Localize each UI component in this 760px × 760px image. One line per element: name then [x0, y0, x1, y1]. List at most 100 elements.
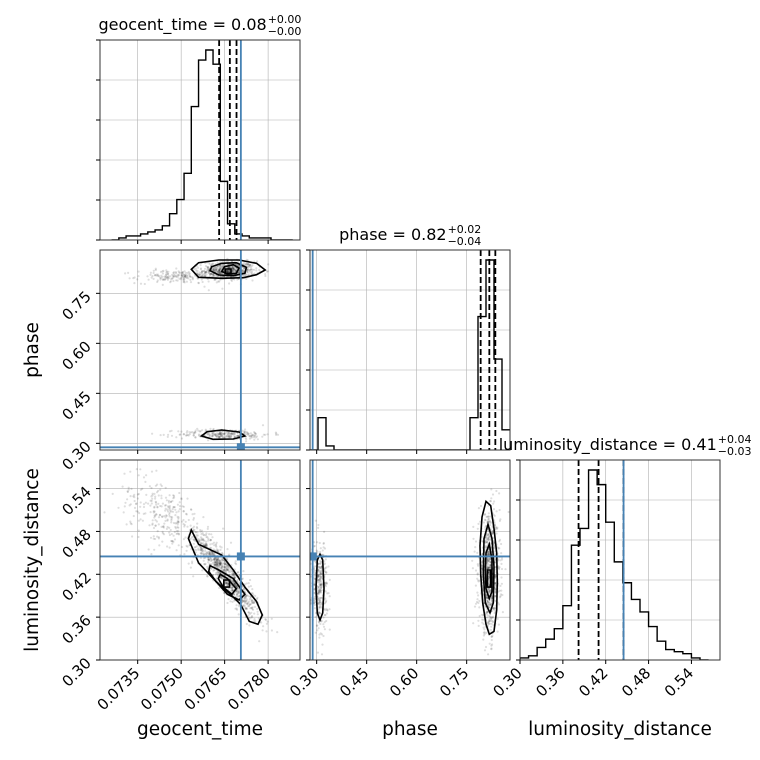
sample-point [216, 571, 219, 574]
sample-point [241, 271, 244, 274]
sample-point [493, 595, 497, 598]
sample-point [319, 622, 322, 626]
sample-point [190, 537, 193, 540]
sample-point [215, 268, 218, 271]
sample-point [147, 502, 150, 505]
sample-point [156, 491, 159, 494]
sample-point [198, 539, 201, 542]
x-tick-label: 0.54 [661, 664, 697, 700]
sample-point [194, 429, 197, 432]
sample-point [487, 603, 490, 606]
sample-point [482, 631, 485, 634]
sample-point [191, 560, 194, 563]
sample-point [204, 428, 207, 431]
sample-point [230, 586, 234, 589]
sample-point [218, 268, 221, 271]
sample-point [486, 597, 489, 600]
sample-point [489, 521, 492, 525]
sample-point [492, 607, 495, 611]
sample-point [319, 579, 322, 582]
sample-point [486, 520, 489, 523]
sample-point [251, 268, 254, 271]
sample-point [172, 273, 175, 276]
sample-point [215, 549, 219, 553]
sample-point [216, 559, 219, 562]
sample-point [488, 619, 491, 622]
sample-point [217, 267, 220, 270]
sample-point [323, 567, 326, 571]
sample-point [486, 621, 489, 624]
sample-point [232, 593, 235, 596]
sample-point [485, 596, 488, 599]
sample-point [178, 508, 181, 511]
sample-point [212, 548, 215, 551]
sample-point [216, 270, 219, 273]
sample-point [231, 589, 234, 592]
sample-point [172, 279, 175, 283]
sample-point [231, 574, 234, 577]
sample-point [166, 545, 169, 548]
sample-point [157, 523, 160, 526]
sample-point [325, 599, 328, 602]
sample-point [220, 566, 223, 569]
sample-point [254, 620, 257, 623]
sample-point [205, 273, 208, 276]
sample-point [487, 558, 490, 561]
sample-point [247, 585, 250, 588]
sample-point [474, 540, 478, 543]
sample-point [233, 573, 236, 576]
sample-point [154, 515, 157, 518]
sample-point [171, 499, 174, 503]
sample-point [202, 557, 205, 560]
sample-point [149, 499, 152, 502]
x-tick-label: 0.36 [532, 664, 568, 700]
sample-point [313, 544, 316, 548]
sample-point [160, 484, 163, 488]
sample-point [485, 595, 488, 598]
sample-point [171, 508, 174, 511]
sample-point [213, 558, 216, 562]
sample-point [489, 615, 492, 618]
sample-point [132, 277, 135, 280]
sample-point [188, 431, 191, 434]
sample-point [490, 603, 493, 606]
sample-point [157, 536, 160, 539]
sample-point [201, 274, 205, 277]
sample-point [185, 512, 188, 516]
sample-point [203, 272, 207, 275]
sample-point [243, 263, 246, 266]
sample-point [196, 522, 199, 525]
sample-point [204, 556, 207, 560]
sample-point [493, 553, 497, 556]
x-axis-label-geocent_time: geocent_time [137, 719, 263, 740]
sample-point [220, 430, 223, 433]
sample-point [237, 435, 240, 438]
sample-point [224, 563, 227, 566]
sample-point [488, 614, 491, 618]
sample-point [488, 591, 491, 594]
sample-point [497, 565, 500, 568]
sample-point [319, 571, 323, 575]
sample-point [261, 424, 265, 427]
sample-point [485, 538, 488, 541]
sample-point [181, 545, 184, 549]
sample-point [494, 559, 497, 562]
sample-point [213, 558, 216, 561]
sample-point [486, 561, 489, 564]
sample-point [130, 487, 133, 490]
sample-point [211, 551, 214, 555]
sample-point [474, 584, 477, 587]
sample-point [224, 581, 227, 584]
sample-point [155, 274, 158, 277]
sample-point [214, 544, 217, 547]
sample-point [176, 523, 179, 526]
sample-point [247, 262, 250, 266]
sample-point [249, 595, 252, 598]
sample-point [215, 545, 218, 548]
sample-point [488, 520, 491, 523]
sample-point [208, 550, 211, 553]
sample-point [170, 521, 173, 524]
sample-point [246, 263, 249, 266]
sample-point [162, 433, 165, 436]
sample-point [168, 531, 171, 534]
